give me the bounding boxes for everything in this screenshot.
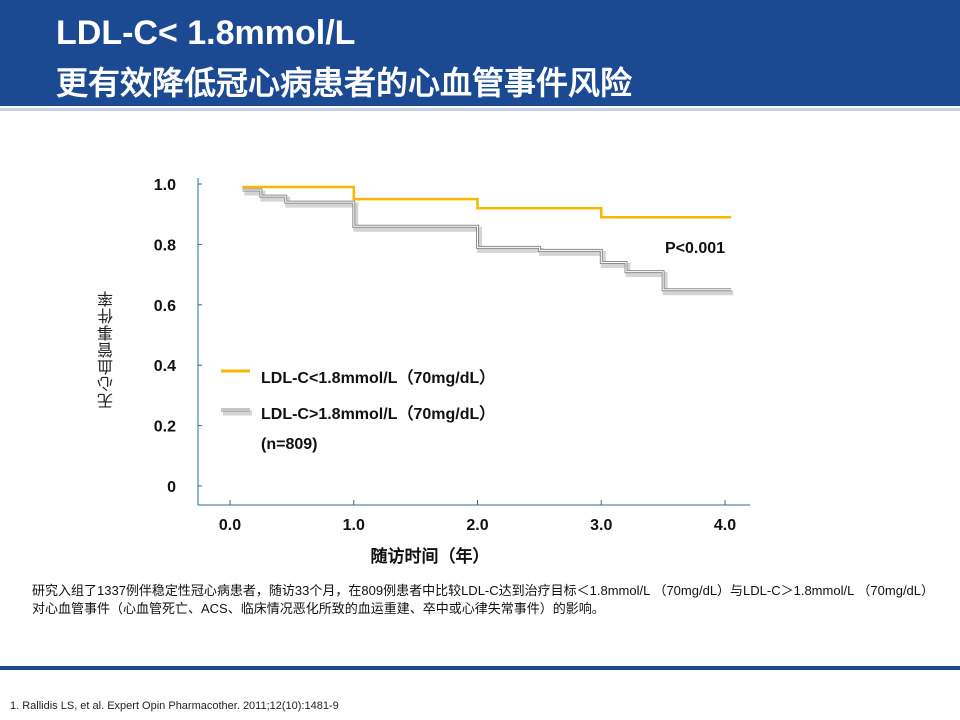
y-tick-label: 0.8 (154, 237, 176, 254)
legend-label-ldl-low: LDL-C<1.8mmol/L（70mg/dL） (261, 369, 495, 387)
legend-label-ldl-high: LDL-C>1.8mmol/L（70mg/dL） (261, 405, 495, 423)
y-tick-label: 1.0 (154, 177, 176, 194)
x-tick-label: 4.0 (714, 517, 736, 534)
reference-citation: 1. Rallidis LS, et al. Expert Opin Pharm… (10, 700, 339, 712)
page-title-line2: 更有效降低冠心病患者的心血管事件风险 (56, 65, 633, 101)
y-tick-label: 0 (167, 479, 176, 496)
study-description: 研究入组了1337例伴稳定性冠心病患者，随访33个月，在809例患者中比较LDL… (32, 583, 928, 616)
series-line-ldl-high-inner (242, 189, 732, 291)
series-line-ldl-low (242, 185, 732, 219)
x-tick-label: 3.0 (590, 517, 612, 534)
p-value-annotation: P<0.001 (665, 240, 725, 257)
x-tick-label: 1.0 (343, 517, 365, 534)
y-tick-label: 0.2 (154, 419, 176, 436)
y-axis-label: 无心血管事件率 (99, 290, 116, 410)
legend-label-ldl-high-n: (n=809) (261, 436, 317, 453)
x-tick-label: 0.0 (219, 517, 241, 534)
y-tick-label: 0.4 (154, 358, 176, 375)
page-title-line1: LDL-C< 1.8mmol/L (56, 14, 356, 52)
x-axis-label: 随访时间（年） (370, 547, 490, 566)
header-divider (0, 108, 960, 111)
footer-divider (0, 666, 960, 670)
series-shadow-ldl-high (244, 190, 734, 296)
x-tick-label: 2.0 (466, 517, 488, 534)
y-tick-label: 0.6 (154, 298, 176, 315)
header-banner: LDL-C< 1.8mmol/L 更有效降低冠心病患者的心血管事件风险 (0, 0, 960, 106)
